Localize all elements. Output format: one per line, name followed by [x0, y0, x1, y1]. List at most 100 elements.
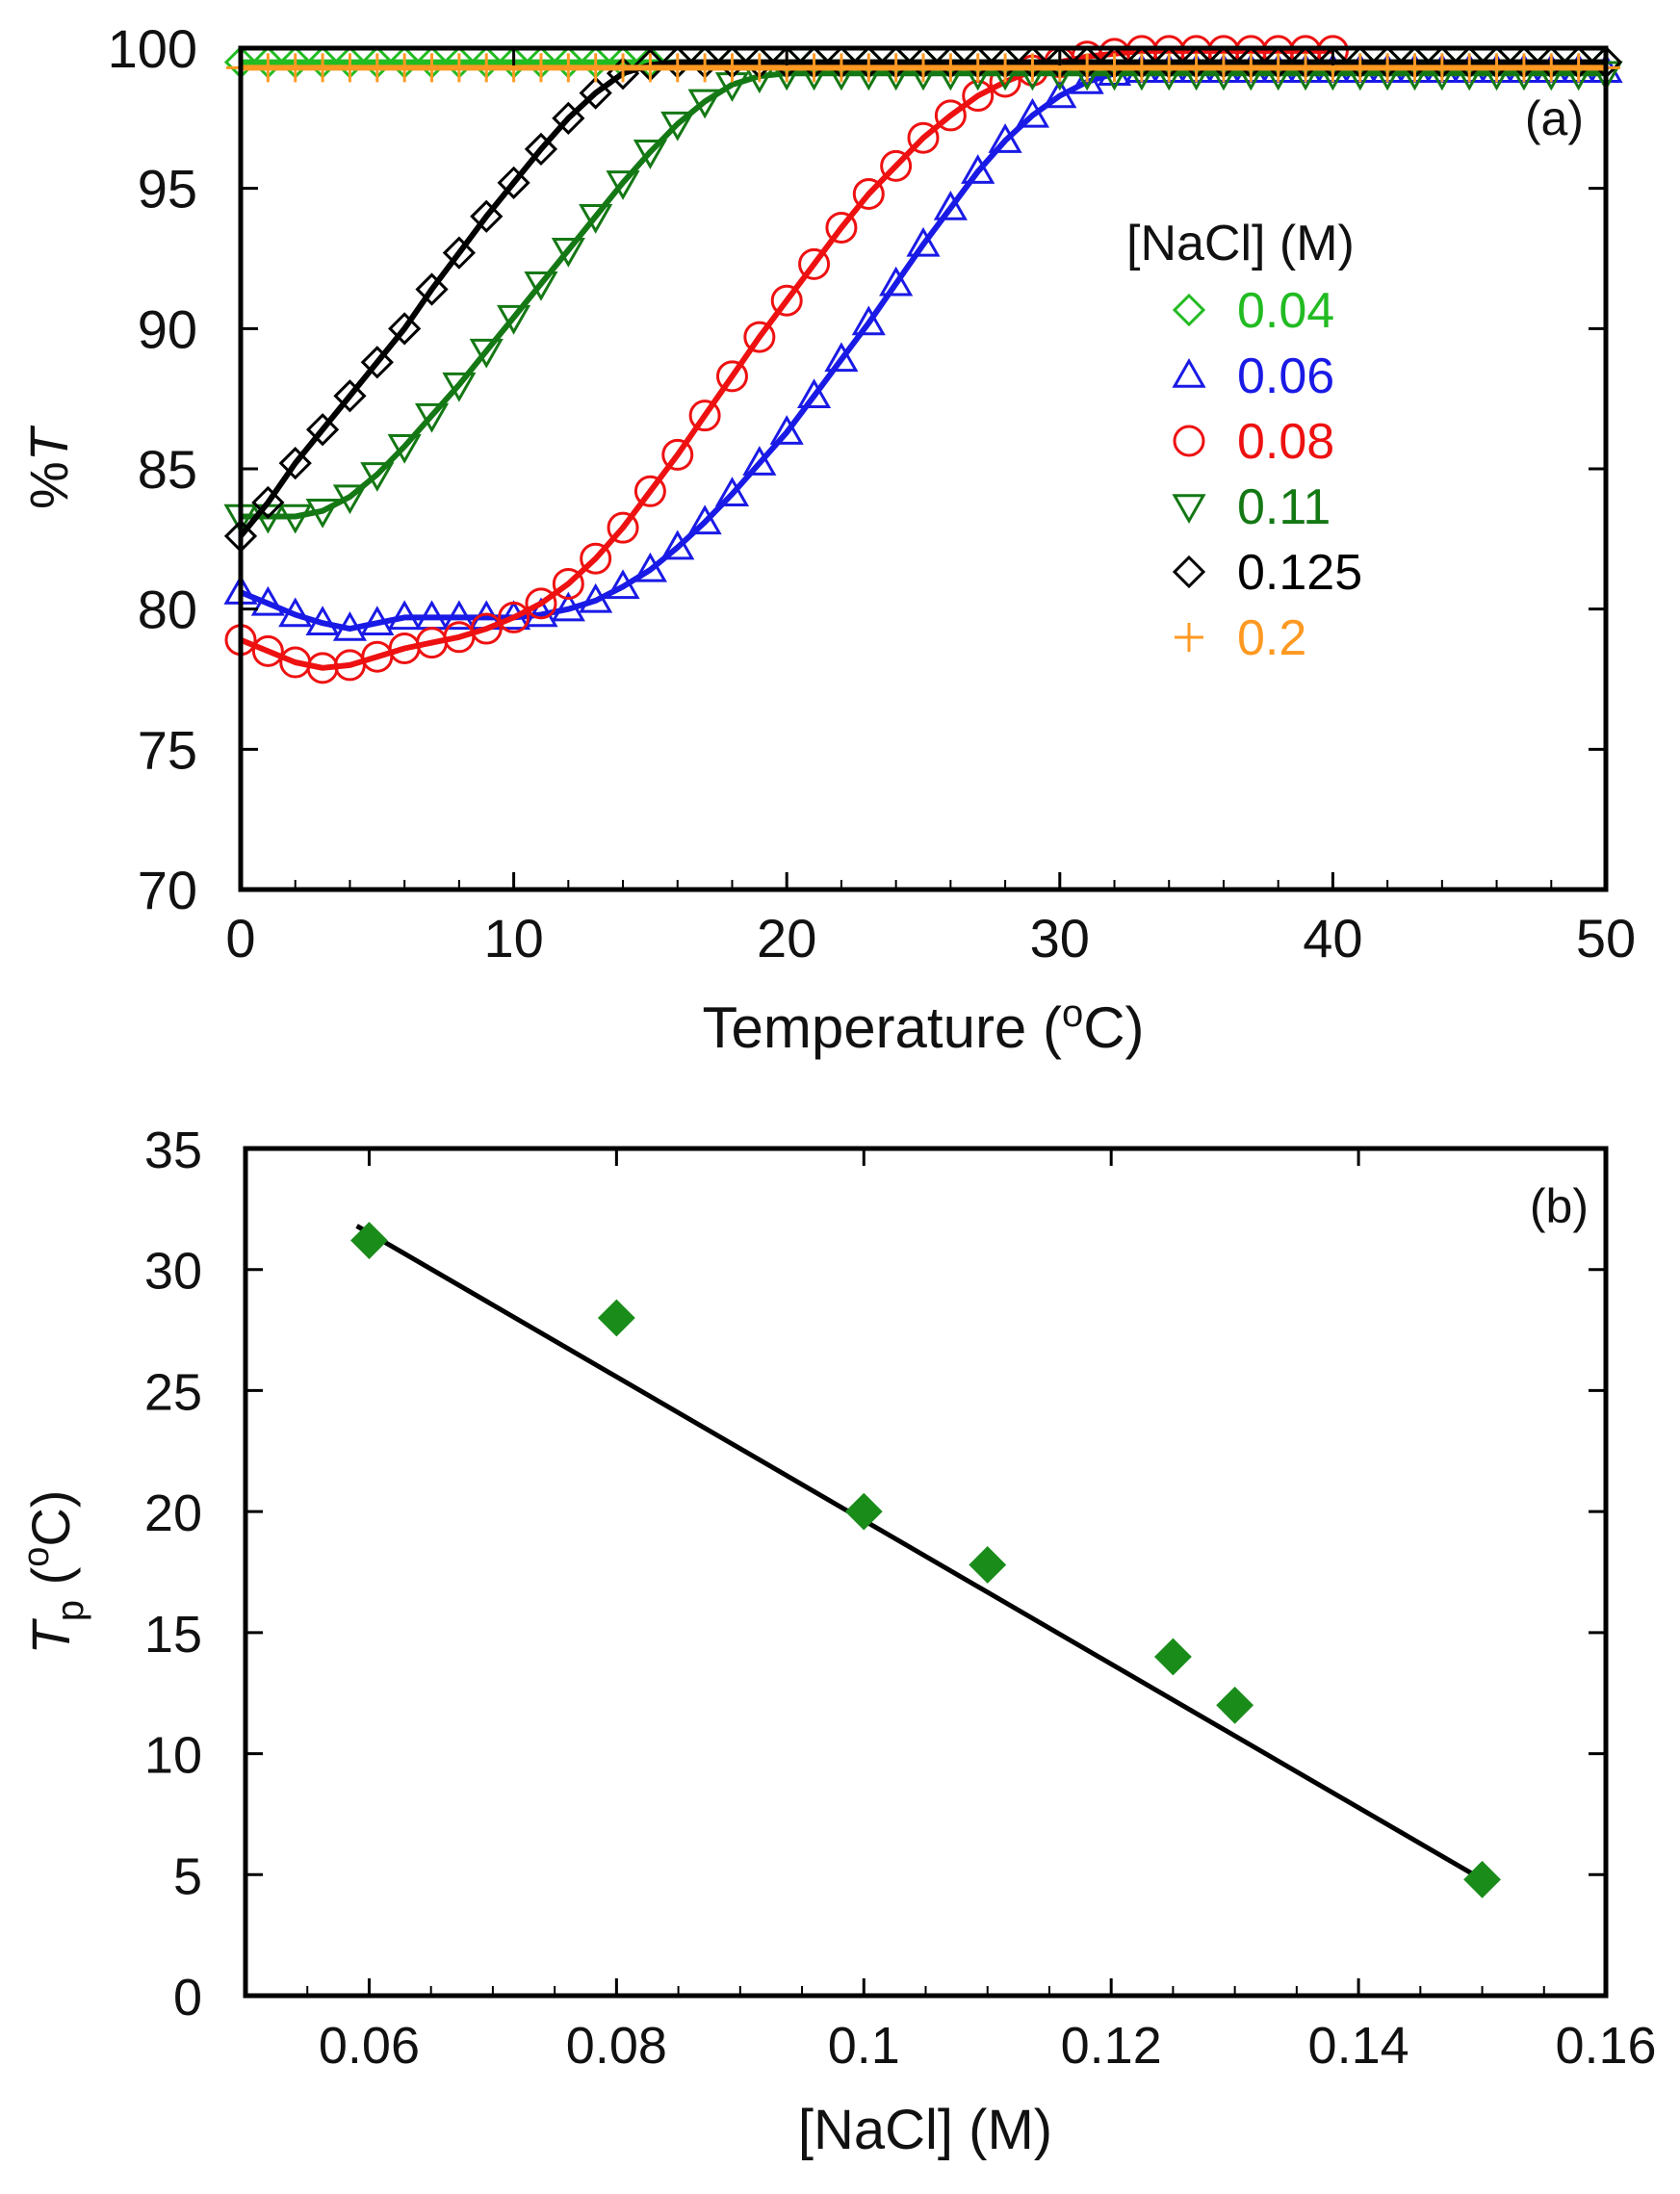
legend-entry: 0.04 [1172, 283, 1334, 339]
data-point [852, 177, 885, 210]
data-point [350, 1222, 388, 1259]
y-tick-label: 35 [144, 1122, 202, 1179]
data-point [963, 53, 993, 83]
data-point [687, 504, 722, 535]
data-point [278, 447, 312, 480]
panel-b-x-axis-label: [NaCl] (M) [798, 2099, 1052, 2161]
series-line [238, 59, 1606, 538]
data-point [1263, 53, 1293, 83]
series-data [350, 1222, 1501, 1898]
legend-label: 0.11 [1237, 479, 1331, 535]
fit-line [355, 1224, 1484, 1882]
series-0.2 [226, 53, 1620, 83]
data-point [1236, 53, 1266, 83]
x-tick-label: 40 [1303, 908, 1362, 968]
data-point [308, 53, 338, 83]
y-tick-label: 95 [138, 159, 197, 219]
data-point [633, 140, 667, 169]
y-tick-label: 90 [138, 298, 197, 359]
data-point [524, 271, 558, 301]
series-0.08 [224, 35, 1349, 684]
data-point [1015, 97, 1050, 128]
y-tick-label: 75 [138, 719, 197, 780]
legend-marker [1172, 357, 1206, 388]
data-point [906, 226, 941, 257]
data-point [362, 53, 392, 83]
series-0.11 [223, 61, 1623, 534]
data-point [524, 597, 558, 628]
data-point [714, 477, 750, 506]
data-point [251, 634, 284, 667]
data-point [1070, 64, 1104, 94]
data-point [305, 413, 340, 447]
data-point [335, 53, 365, 83]
x-tick-label: 10 [483, 908, 543, 968]
panel-a-ticks: 0 10 20 30 40 50 70 75 80 85 90 95 100 [108, 18, 1637, 968]
data-point [1455, 53, 1485, 83]
y-tick-label: 0 [173, 1969, 202, 2026]
data-point [961, 154, 995, 184]
series-line [239, 67, 1606, 632]
data-point [824, 342, 859, 373]
y-tick-label: 80 [138, 580, 197, 640]
data-point [1373, 53, 1403, 83]
panel-b-ticks: 0.06 0.08 0.1 0.12 0.14 0.16 0 5 10 15 20 25 30 35 [144, 1122, 1657, 2075]
y-tick-label: 85 [138, 439, 197, 500]
data-point [579, 582, 613, 613]
data-point [635, 53, 665, 83]
data-point [633, 552, 667, 582]
data-point [387, 433, 422, 464]
series-line [239, 47, 1333, 671]
data-point [1181, 53, 1211, 83]
data-point [551, 238, 585, 268]
data-point [969, 1546, 1007, 1584]
data-point [662, 53, 692, 83]
data-point [581, 53, 610, 83]
data-point [579, 76, 612, 110]
data-point [360, 606, 395, 635]
data-point [991, 53, 1021, 83]
data-point [1427, 53, 1457, 83]
data-point [742, 446, 777, 476]
data-point [907, 121, 940, 154]
data-point [687, 89, 722, 119]
data-point [1216, 1686, 1254, 1724]
legend-marker [1172, 555, 1206, 589]
data-point [879, 266, 914, 297]
y-tick-label: 20 [144, 1484, 202, 1542]
data-point [1564, 53, 1593, 83]
data-point [1509, 53, 1538, 83]
x-tick-label: 20 [757, 908, 816, 968]
x-tick-label: 0.1 [828, 2017, 900, 2075]
data-point [305, 606, 340, 635]
data-point [1482, 53, 1512, 83]
x-tick-label: 30 [1030, 908, 1090, 968]
data-point [606, 569, 640, 600]
data-point [388, 312, 422, 346]
legend-label: 0.2 [1237, 610, 1306, 666]
data-point [1099, 53, 1129, 83]
y-tick-label: 25 [144, 1363, 202, 1421]
data-point [688, 400, 721, 432]
data-point [826, 53, 856, 83]
panel-b-frame [243, 1146, 1609, 1999]
data-point [525, 587, 557, 620]
data-point [690, 53, 720, 83]
legend-entry: 0.06 [1172, 348, 1334, 404]
panel-a-label: (a) [1525, 91, 1584, 145]
series-0.06 [223, 53, 1623, 641]
data-point [717, 53, 747, 83]
data-point [744, 53, 774, 83]
data-point [1018, 53, 1047, 83]
data-point [469, 338, 504, 369]
data-point [444, 53, 474, 83]
legend-title: [NaCl] (M) [1126, 216, 1355, 271]
data-point [360, 346, 394, 379]
data-point [278, 503, 313, 534]
data-point [854, 53, 884, 83]
x-tick-label: 0.12 [1061, 2017, 1162, 2075]
x-tick-label: 0.14 [1308, 2017, 1409, 2075]
data-point [851, 305, 886, 336]
legend-entry: 0.11 [1172, 479, 1331, 535]
data-point [580, 542, 612, 575]
